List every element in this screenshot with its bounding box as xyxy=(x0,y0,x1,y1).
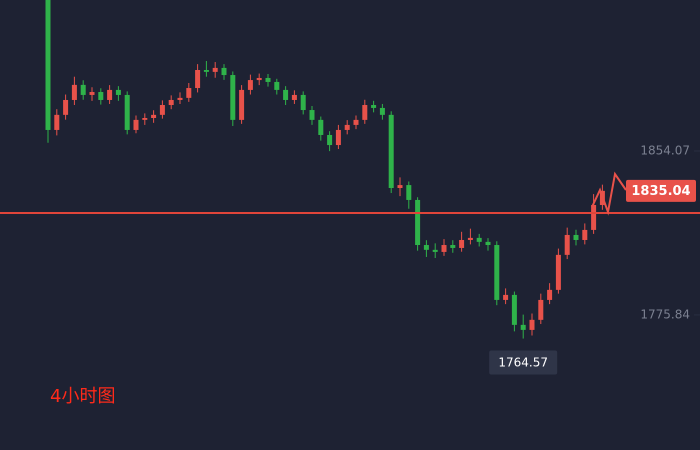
candle-body xyxy=(124,94,130,130)
candle-body xyxy=(89,92,95,95)
candle-body xyxy=(151,114,157,119)
candle-body xyxy=(573,234,579,240)
last-price-label: 1835.04 xyxy=(631,184,690,199)
candle-body xyxy=(45,0,51,130)
candle-body xyxy=(168,99,174,106)
candle-body xyxy=(406,185,412,200)
candle-body xyxy=(529,319,535,330)
candle-body xyxy=(98,92,104,100)
candle-body xyxy=(71,84,77,100)
candle-body xyxy=(538,299,544,320)
candle-body xyxy=(230,75,236,120)
last-price-box xyxy=(626,179,696,202)
candle-body xyxy=(63,99,69,115)
y-tick-label: 1775.84 xyxy=(640,307,690,321)
candle-body xyxy=(80,84,86,95)
candle-body xyxy=(450,245,456,248)
candle-body xyxy=(327,134,333,146)
candle-body xyxy=(203,70,209,72)
candle-body xyxy=(159,105,165,115)
candle-body xyxy=(388,114,394,189)
candle-body xyxy=(371,105,377,108)
chart-period-label: 4小时图 xyxy=(50,386,115,407)
candle-body xyxy=(177,97,183,100)
plot-area: 1854.07 1775.84 1764.57 1835.04 xyxy=(0,0,700,375)
candle-body xyxy=(247,80,253,90)
low-label-box xyxy=(489,350,558,375)
candle-body xyxy=(283,89,289,100)
candle-body xyxy=(547,289,553,300)
candle-body xyxy=(494,245,500,300)
candle-body xyxy=(379,107,385,115)
candle-body xyxy=(423,245,429,250)
candle-body xyxy=(476,237,482,242)
candle-body xyxy=(221,67,227,76)
candle-body xyxy=(291,94,297,100)
candle-body xyxy=(485,241,491,246)
candle-body xyxy=(459,239,465,248)
candle-body xyxy=(344,124,350,130)
candle-body xyxy=(520,324,526,330)
candle-body xyxy=(195,70,201,89)
candle-body xyxy=(300,94,306,111)
low-label: 1764.57 xyxy=(498,356,548,370)
candle-body xyxy=(107,89,113,100)
candle-body xyxy=(511,294,517,325)
candle-body xyxy=(133,119,139,130)
candle-body xyxy=(54,114,60,130)
candle-body xyxy=(582,229,588,240)
candle-body xyxy=(432,249,438,252)
candle-body xyxy=(318,119,324,135)
candle-body xyxy=(256,77,262,81)
candle-body xyxy=(265,77,271,82)
drawing-annotation xyxy=(591,171,627,216)
candle-body xyxy=(142,118,148,120)
candle-body xyxy=(309,110,315,120)
candle-body xyxy=(212,67,218,72)
candle-body xyxy=(503,294,509,300)
candle-body xyxy=(564,234,570,255)
candle-body xyxy=(415,199,421,246)
candle-body xyxy=(353,119,359,125)
candle-body xyxy=(397,185,403,189)
candle-body xyxy=(591,204,597,230)
y-tick-label: 1854.07 xyxy=(640,143,690,157)
candle-body xyxy=(362,105,368,120)
candle-body xyxy=(467,237,473,240)
candle-body xyxy=(115,89,121,95)
candle-body xyxy=(555,254,561,290)
candle-body xyxy=(186,88,192,98)
candle-body xyxy=(239,89,245,120)
candle-body xyxy=(274,81,280,90)
candle-body xyxy=(441,245,447,252)
candle-body xyxy=(335,129,341,146)
